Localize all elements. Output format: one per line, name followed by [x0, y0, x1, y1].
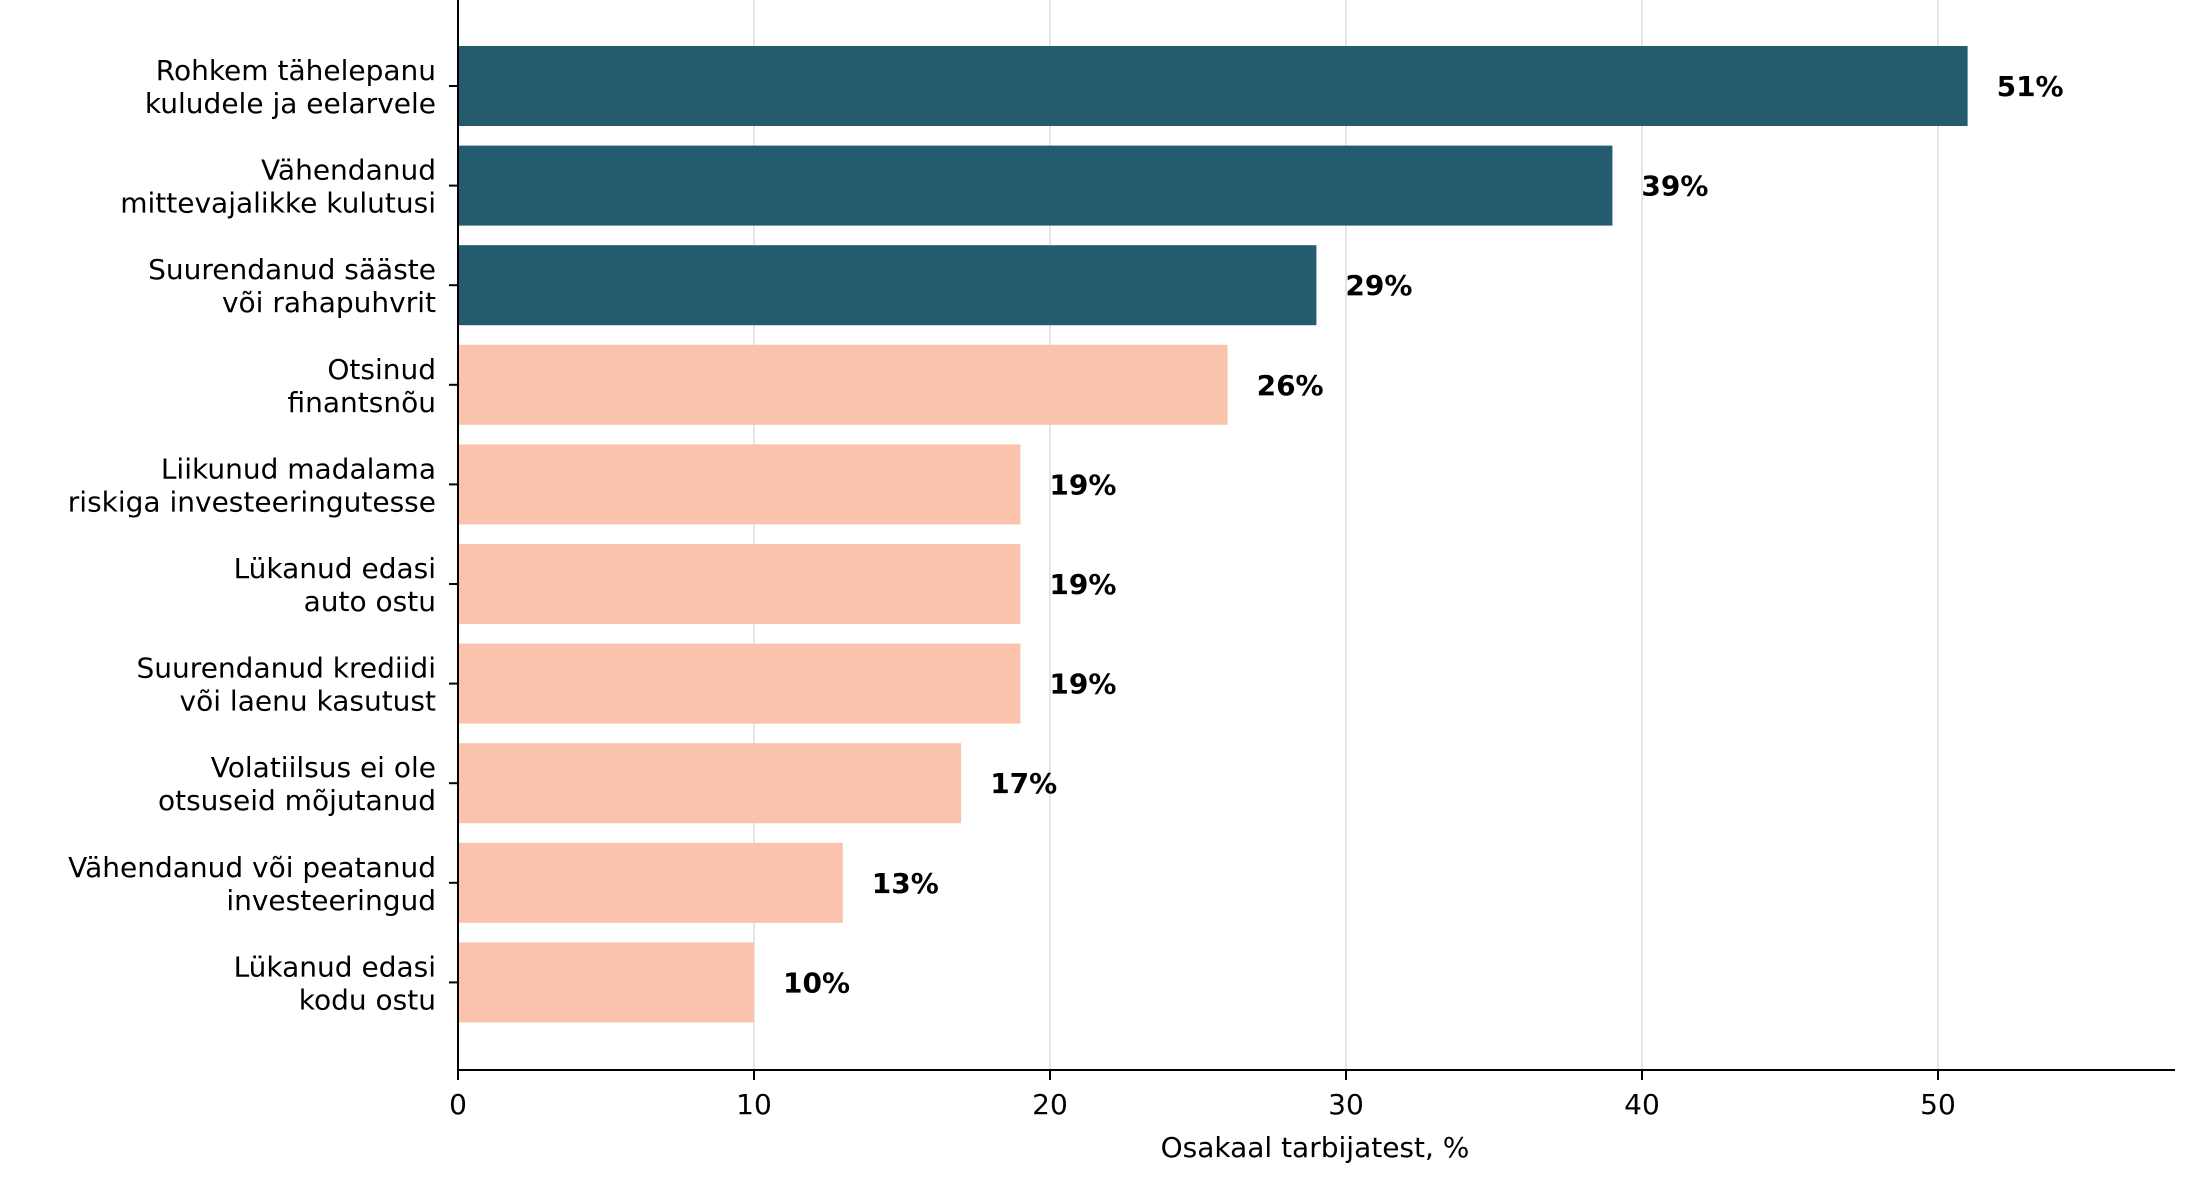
bar — [458, 842, 843, 923]
category-label-line: või laenu kasutust — [180, 685, 436, 718]
category-label: Lükanud edasi kodu ostu — [234, 950, 436, 1016]
x-tick-label: 20 — [1032, 1088, 1068, 1121]
category-label-line: otsuseid mõjutanud — [158, 784, 436, 817]
bar — [458, 245, 1317, 326]
x-tick-label: 40 — [1624, 1088, 1660, 1121]
bars — [458, 46, 1968, 1023]
value-label: 10% — [783, 966, 850, 999]
category-label: Liikunud madalama riskiga investeeringute… — [68, 452, 436, 518]
category-label: Volatiilsus ei ole otsuseid mõjutanud — [158, 751, 436, 817]
value-label: 19% — [1049, 468, 1116, 501]
category-label: Rohkem tähelepanu kuludele ja eelarvele — [145, 54, 436, 120]
value-label: 51% — [1997, 70, 2064, 103]
category-label-line: riskiga investeeringutesse — [68, 485, 436, 518]
value-label: 19% — [1049, 568, 1116, 601]
value-label: 39% — [1641, 170, 1708, 203]
category-label: Vähendanud mittevajalikke kulutusi — [120, 154, 436, 220]
category-label-line: Liikunud madalama — [161, 452, 436, 485]
category-label-line: Suurendanud sääste — [148, 253, 436, 286]
value-label: 26% — [1257, 369, 1324, 402]
category-label: Suurendanud krediidi või laenu kasutust — [137, 652, 436, 718]
category-label-line: Volatiilsus ei ole — [211, 751, 436, 784]
category-label-line: kodu ostu — [299, 983, 436, 1016]
x-axis-label: Osakaal tarbijatest, % — [1161, 1131, 1470, 1164]
category-label-line: Lükanud edasi — [234, 950, 436, 983]
bar — [458, 743, 962, 824]
category-label-line: Vähendanud või peatanud — [68, 851, 436, 884]
category-label: Vähendanud või peatanud investeeringud — [68, 851, 436, 917]
category-label-line: kuludele ja eelarvele — [145, 87, 436, 120]
category-label-line: või rahapuhvrit — [222, 286, 436, 319]
category-label: Suurendanud sääste või rahapuhvrit — [148, 253, 436, 319]
x-axis: 0 10 20 30 40 50 — [449, 0, 2175, 1121]
bar — [458, 942, 754, 1023]
category-label-line: Vähendanud — [261, 154, 436, 187]
category-label-line: auto ostu — [304, 585, 436, 618]
x-tick-label: 30 — [1328, 1088, 1364, 1121]
category-label-line: mittevajalikke kulutusi — [120, 187, 436, 220]
category-label-line: Suurendanud krediidi — [137, 652, 436, 685]
bar — [458, 444, 1021, 525]
category-labels: Rohkem tähelepanu kuludele ja eelarvele Vä… — [68, 54, 436, 1016]
category-label: Otsinud finantsnõu — [288, 353, 436, 419]
bar — [458, 643, 1021, 724]
category-label-line: Lükanud edasi — [234, 552, 436, 585]
value-label: 19% — [1049, 668, 1116, 701]
category-label-line: Rohkem tähelepanu — [156, 54, 436, 87]
category-label-line: Otsinud — [327, 353, 436, 386]
bar — [458, 145, 1613, 226]
x-tick-label: 50 — [1920, 1088, 1956, 1121]
value-label: 29% — [1345, 269, 1412, 302]
value-label: 17% — [990, 767, 1057, 800]
value-labels: 51% 39% 29% 26% 19% 19% 19% 17% 13% 10% — [783, 70, 2064, 999]
x-tick-label: 0 — [449, 1088, 467, 1121]
bar — [458, 344, 1228, 425]
category-label-line: finantsnõu — [288, 386, 436, 419]
value-label: 13% — [872, 867, 939, 900]
x-tick-label: 10 — [736, 1088, 772, 1121]
category-label: Lükanud edasi auto ostu — [234, 552, 436, 618]
category-label-line: investeeringud — [226, 884, 436, 917]
bar — [458, 46, 1968, 126]
bar — [458, 544, 1021, 624]
